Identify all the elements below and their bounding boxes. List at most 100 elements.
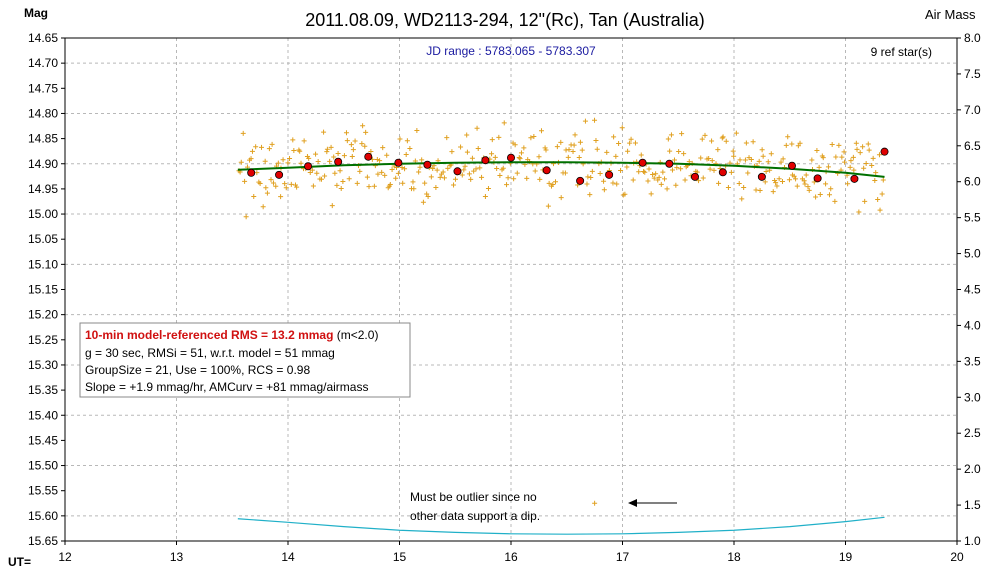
raw-point	[314, 170, 320, 176]
raw-point	[816, 164, 822, 170]
raw-point	[832, 198, 838, 204]
y-tick-label: 14.95	[28, 182, 58, 196]
y-tick-label: 15.40	[28, 408, 58, 422]
raw-point	[651, 175, 657, 181]
raw-point	[760, 153, 766, 159]
rms-condition: (m<2.0)	[333, 328, 378, 342]
raw-point	[655, 177, 661, 183]
raw-point	[622, 191, 628, 197]
raw-point	[828, 186, 834, 192]
raw-point	[362, 143, 368, 149]
binned-point	[506, 153, 515, 162]
raw-point	[344, 138, 350, 144]
raw-point	[669, 167, 675, 173]
raw-point	[757, 187, 763, 193]
raw-point	[619, 125, 625, 131]
raw-point	[280, 157, 286, 163]
y-tick-label: 14.65	[28, 31, 58, 45]
raw-point	[248, 156, 254, 162]
raw-point	[287, 155, 293, 161]
y-tick-label: 15.25	[28, 333, 58, 347]
raw-point	[863, 161, 869, 167]
raw-point	[707, 166, 713, 172]
y-tick-label: 15.65	[28, 534, 58, 548]
raw-point	[477, 165, 483, 171]
raw-point	[791, 173, 797, 179]
raw-point	[742, 157, 748, 163]
raw-point	[638, 152, 644, 158]
y-tick-label: 15.50	[28, 459, 58, 473]
raw-point	[473, 166, 479, 172]
raw-point	[592, 117, 598, 123]
raw-point	[861, 165, 867, 171]
raw-point	[558, 139, 564, 145]
raw-point	[419, 157, 425, 163]
raw-point	[400, 180, 406, 186]
x-tick-label: 13	[170, 550, 184, 564]
raw-point	[776, 176, 782, 182]
raw-point	[700, 175, 706, 181]
raw-point	[745, 170, 751, 176]
raw-point	[785, 134, 791, 140]
y2-tick-label: 4.0	[964, 318, 981, 332]
raw-point	[310, 183, 316, 189]
raw-point	[674, 165, 680, 171]
binned-point	[757, 172, 766, 181]
raw-point	[437, 174, 443, 180]
raw-point	[404, 138, 410, 144]
raw-point	[350, 147, 356, 153]
raw-point	[364, 174, 370, 180]
grid	[65, 38, 957, 541]
raw-point	[709, 158, 715, 164]
airmass-line	[237, 516, 885, 535]
raw-point	[856, 209, 862, 215]
y-tick-label: 14.80	[28, 106, 58, 120]
binned-point	[605, 170, 614, 179]
raw-point	[501, 120, 507, 126]
raw-point	[285, 160, 291, 166]
raw-point	[444, 135, 450, 141]
raw-point	[797, 140, 803, 146]
raw-point	[679, 131, 685, 137]
raw-point	[359, 141, 365, 147]
y-tick-label: 15.20	[28, 308, 58, 322]
raw-point	[653, 171, 659, 177]
raw-point	[636, 169, 642, 175]
raw-point	[327, 158, 333, 164]
binned-point	[850, 174, 859, 183]
y-tick-label: 15.10	[28, 257, 58, 271]
rms-label: 10-min model-referenced RMS = 13.2 mmag	[85, 328, 333, 342]
raw-point	[597, 170, 603, 176]
raw-point	[803, 172, 809, 178]
raw-point	[340, 179, 346, 185]
raw-point	[773, 180, 779, 186]
y2-tick-label: 4.5	[964, 283, 981, 297]
raw-point	[331, 154, 337, 160]
raw-point	[538, 128, 544, 134]
raw-point	[865, 141, 871, 147]
raw-point	[380, 145, 386, 151]
raw-point	[433, 185, 439, 191]
info-line-2: g = 30 sec, RMSi = 51, w.r.t. model = 51…	[85, 346, 335, 360]
raw-point	[875, 197, 881, 203]
annotation-line-2: other data support a dip.	[410, 509, 540, 523]
binned-points	[247, 147, 889, 185]
y-tick-label: 15.55	[28, 484, 58, 498]
raw-point	[698, 155, 704, 161]
raw-point	[321, 129, 327, 135]
raw-point	[826, 192, 832, 198]
raw-point	[552, 179, 558, 185]
annotation-line-1: Must be outlier since no	[410, 490, 537, 504]
raw-point	[739, 196, 745, 202]
binned-point	[665, 159, 674, 168]
y2-tick-label: 5.0	[964, 247, 981, 261]
raw-point	[646, 166, 652, 172]
raw-point	[730, 148, 736, 154]
raw-point	[315, 158, 321, 164]
raw-point	[594, 146, 600, 152]
raw-point	[850, 154, 856, 160]
x-axis-label: UT=	[8, 555, 31, 569]
ref-stars-label: 9 ref star(s)	[871, 45, 932, 59]
